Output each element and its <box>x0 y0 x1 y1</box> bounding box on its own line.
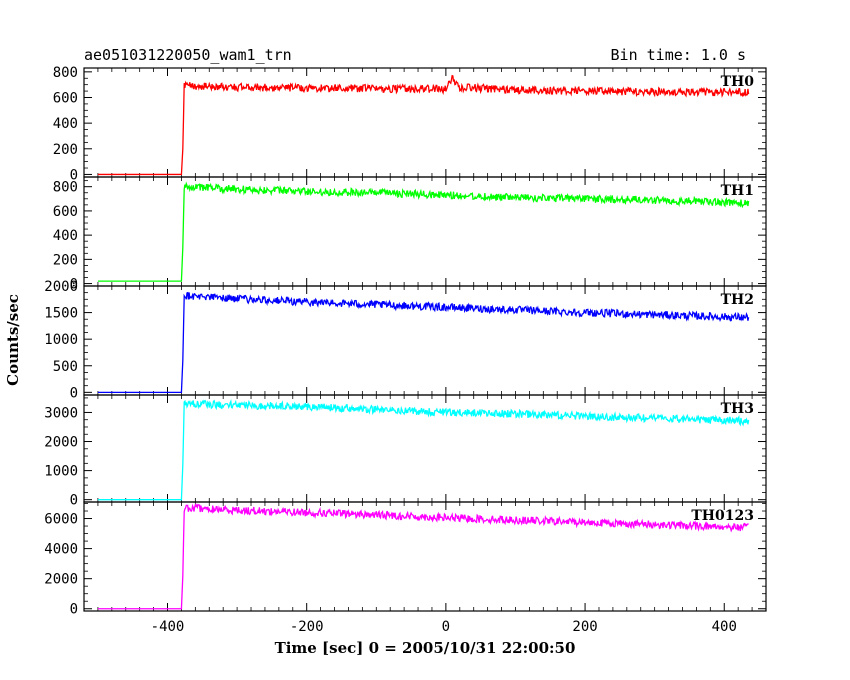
panel-label-TH1: TH1 <box>721 183 754 199</box>
bin-time-label: Bin time: 1.0 s <box>611 46 746 64</box>
y-tick-label-TH3-2000: 2000 <box>44 435 78 451</box>
y-tick-label-TH2-1500: 1500 <box>44 306 78 322</box>
x-tick-label--400: -400 <box>151 619 185 635</box>
y-tick-label-TH2-0: 0 <box>70 385 78 401</box>
series-line-TH0123 <box>97 503 749 610</box>
chart-title: ae051031220050_wam1_trn <box>84 46 292 64</box>
y-tick-label-TH3-3000: 3000 <box>44 405 78 421</box>
y-axis-title: Counts/sec <box>4 294 22 386</box>
panel-frame-TH1 <box>83 176 767 287</box>
y-tick-label-TH0123-0: 0 <box>70 602 78 618</box>
x-tick-label--200: -200 <box>290 619 324 635</box>
x-tick-label-400: 400 <box>712 619 737 635</box>
y-tick-label-TH0123-4000: 4000 <box>44 542 78 558</box>
y-tick-label-TH0123-6000: 6000 <box>44 512 78 528</box>
panel-label-TH2: TH2 <box>721 292 754 308</box>
y-tick-label-TH3-1000: 1000 <box>44 464 78 480</box>
y-tick-label-TH1-400: 400 <box>53 228 78 244</box>
series-line-TH1 <box>97 181 750 282</box>
panel-label-TH3: TH3 <box>721 401 754 417</box>
y-tick-label-TH1-600: 600 <box>53 204 78 220</box>
series-line-TH3 <box>97 399 750 501</box>
panel-label-TH0123: TH0123 <box>691 508 754 524</box>
y-tick-label-TH0-0: 0 <box>70 167 78 183</box>
panel-label-TH0: TH0 <box>721 74 755 90</box>
y-tick-label-TH3-0: 0 <box>70 493 78 509</box>
y-tick-label-TH0-600: 600 <box>53 90 78 106</box>
y-tick-label-TH1-200: 200 <box>53 252 78 268</box>
panel-frame-TH2 <box>83 285 767 396</box>
x-tick-label-0: 0 <box>442 619 450 635</box>
y-tick-label-TH0123-2000: 2000 <box>44 572 78 588</box>
y-tick-label-TH0-400: 400 <box>53 116 78 132</box>
y-tick-label-TH1-800: 800 <box>53 180 78 196</box>
y-tick-label-TH2-1000: 1000 <box>44 332 78 348</box>
y-tick-label-TH1-0: 0 <box>70 277 78 293</box>
x-axis-title: Time [sec] 0 = 2005/10/31 22:00:50 <box>275 639 576 657</box>
series-line-TH2 <box>97 291 750 393</box>
y-tick-label-TH0-800: 800 <box>53 65 78 81</box>
panels-group: 0 200 400 600 800 TH0 0 200 400 600 800 TH1 0 500 1000… <box>44 65 767 635</box>
series-line-TH0 <box>97 74 750 176</box>
y-tick-label-TH2-2000: 2000 <box>44 279 78 295</box>
y-tick-label-TH2-500: 500 <box>53 359 78 375</box>
x-tick-label-200: 200 <box>572 619 597 635</box>
y-tick-label-TH0-200: 200 <box>53 142 78 158</box>
